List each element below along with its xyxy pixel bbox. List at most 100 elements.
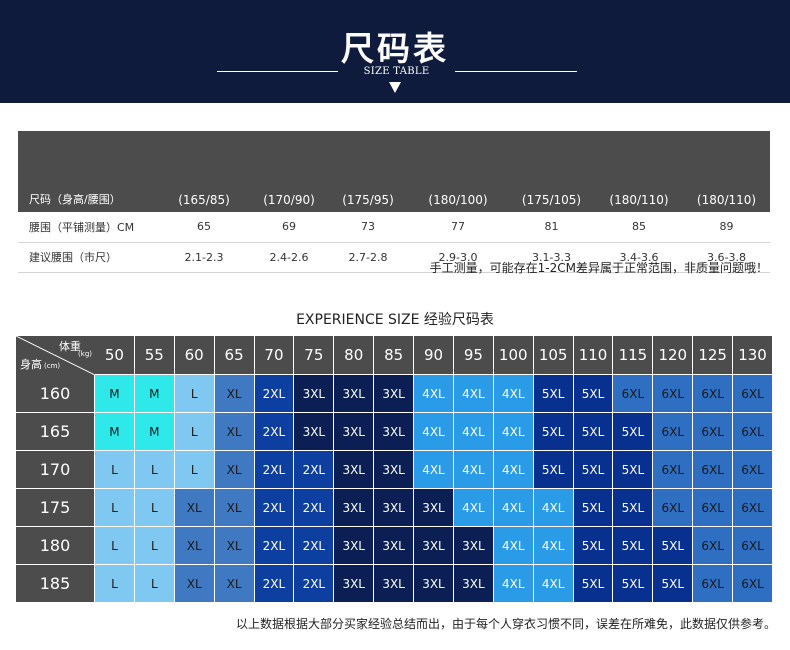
size-cell: 4XL [493, 413, 534, 451]
size-cell: 6XL [653, 375, 694, 413]
table-cell: 69 [250, 212, 328, 243]
size-cell: 4XL [453, 451, 494, 489]
size-cell: XL [174, 527, 215, 565]
size-cell: 2XL [254, 451, 295, 489]
size-cell: 6XL [733, 565, 773, 603]
weight-header-cell: 90 [414, 336, 454, 375]
weight-header-cell: 60 [174, 336, 215, 375]
size-cell: 6XL [653, 451, 694, 489]
experience-size-grid: 体重 (kg) 身高 (cm) 50 55 60 65 70 75 80 85 90 95 100 1… [16, 336, 773, 603]
size-table-header-cell: (170/90) [250, 131, 328, 212]
size-cell: 5XL [533, 375, 574, 413]
table-cell: 77 [408, 212, 508, 243]
weight-header-cell: 65 [214, 336, 255, 375]
weight-unit: (kg) [78, 350, 92, 358]
size-cell: 6XL [733, 375, 773, 413]
divider-right [455, 71, 577, 72]
size-cell: 4XL [414, 375, 454, 413]
size-cell: XL [214, 413, 255, 451]
size-cell: 3XL [334, 565, 375, 603]
weight-header-cell: 110 [573, 336, 614, 375]
size-cell: XL [214, 527, 255, 565]
height-row-header: 175 [16, 489, 95, 527]
size-cell: XL [214, 451, 255, 489]
size-cell: 3XL [334, 375, 375, 413]
height-label: 身高 [20, 358, 42, 371]
weight-header-cell: 50 [95, 336, 135, 375]
size-table: 尺码（身高/腰围） (165/85) (170/90) (175/95) (18… [18, 131, 770, 273]
page-subtitle: SIZE TABLE [363, 66, 430, 77]
size-cell: L [134, 489, 175, 527]
height-row-header: 180 [16, 527, 95, 565]
size-cell: 6XL [693, 565, 734, 603]
size-cell: XL [214, 489, 255, 527]
size-cell: XL [174, 489, 215, 527]
weight-header-cell: 115 [613, 336, 654, 375]
table-cell: 2.1-2.3 [158, 242, 250, 273]
size-cell: 2XL [294, 565, 335, 603]
size-cell: 6XL [733, 489, 773, 527]
size-cell: XL [214, 565, 255, 603]
size-cell: L [95, 451, 135, 489]
row-label: 腰围（平铺测量）CM [18, 212, 158, 243]
size-cell: 6XL [653, 413, 694, 451]
size-cell: 6XL [733, 451, 773, 489]
size-cell: 4XL [453, 413, 494, 451]
weight-header-cell: 55 [134, 336, 175, 375]
size-table-header: 尺码（身高/腰围） (165/85) (170/90) (175/95) (18… [18, 131, 770, 212]
size-cell: 5XL [653, 565, 694, 603]
size-cell: 4XL [493, 375, 534, 413]
size-cell: 5XL [613, 565, 654, 603]
size-cell: 6XL [613, 375, 654, 413]
size-table-header-cell: (165/85) [158, 131, 250, 212]
size-cell: 2XL [294, 527, 335, 565]
size-table-header-cell: (180/100) [408, 131, 508, 212]
height-row-header: 160 [16, 375, 95, 413]
weight-header-cell: 125 [693, 336, 734, 375]
size-cell: 5XL [573, 413, 614, 451]
size-cell: 3XL [294, 413, 335, 451]
size-cell: 3XL [414, 565, 454, 603]
size-cell: 4XL [414, 413, 454, 451]
height-row-header: 165 [16, 413, 95, 451]
table-row: 腰围（平铺测量）CM 65 69 73 77 81 85 89 [18, 212, 770, 243]
size-cell: 4XL [453, 375, 494, 413]
size-table-header-cell: (180/110) [683, 131, 770, 212]
size-cell: 4XL [493, 527, 534, 565]
size-cell: 4XL [414, 451, 454, 489]
weight-header-cell: 120 [653, 336, 694, 375]
experience-title: EXPERIENCE SIZE 经验尺码表 [296, 312, 494, 328]
table-cell: 3.6-3.8 [683, 242, 770, 273]
size-cell: 4XL [453, 489, 494, 527]
size-cell: 2XL [294, 489, 335, 527]
size-cell: 6XL [733, 527, 773, 565]
size-cell: 2XL [254, 413, 295, 451]
size-cell: 2XL [254, 489, 295, 527]
size-cell: 5XL [533, 451, 574, 489]
size-cell: L [134, 451, 175, 489]
weight-header-cell: 70 [254, 336, 295, 375]
size-cell: 5XL [573, 375, 614, 413]
size-cell: 5XL [573, 565, 614, 603]
size-table-header-cell: (175/95) [328, 131, 408, 212]
size-cell: L [174, 451, 215, 489]
table-cell: 3.1-3.3 [508, 242, 595, 273]
height-row-header: 185 [16, 565, 95, 603]
page-title: 尺码表 [341, 29, 449, 68]
size-cell: L [134, 527, 175, 565]
size-cell: 5XL [533, 413, 574, 451]
size-cell: M [134, 413, 175, 451]
table-cell: 73 [328, 212, 408, 243]
divider-left [217, 71, 338, 72]
size-cell: 6XL [653, 489, 694, 527]
size-cell: L [134, 565, 175, 603]
size-cell: 5XL [613, 527, 654, 565]
table-row: 建议腰围（市尺） 2.1-2.3 2.4-2.6 2.7-2.8 2.9-3.0… [18, 242, 770, 273]
size-table-header-cell: (180/110) [595, 131, 683, 212]
size-cell: 3XL [374, 565, 415, 603]
row-label: 建议腰围（市尺） [18, 242, 158, 273]
height-row-header: 170 [16, 451, 95, 489]
size-cell: XL [174, 565, 215, 603]
size-cell: 3XL [334, 489, 375, 527]
size-cell: L [95, 565, 135, 603]
